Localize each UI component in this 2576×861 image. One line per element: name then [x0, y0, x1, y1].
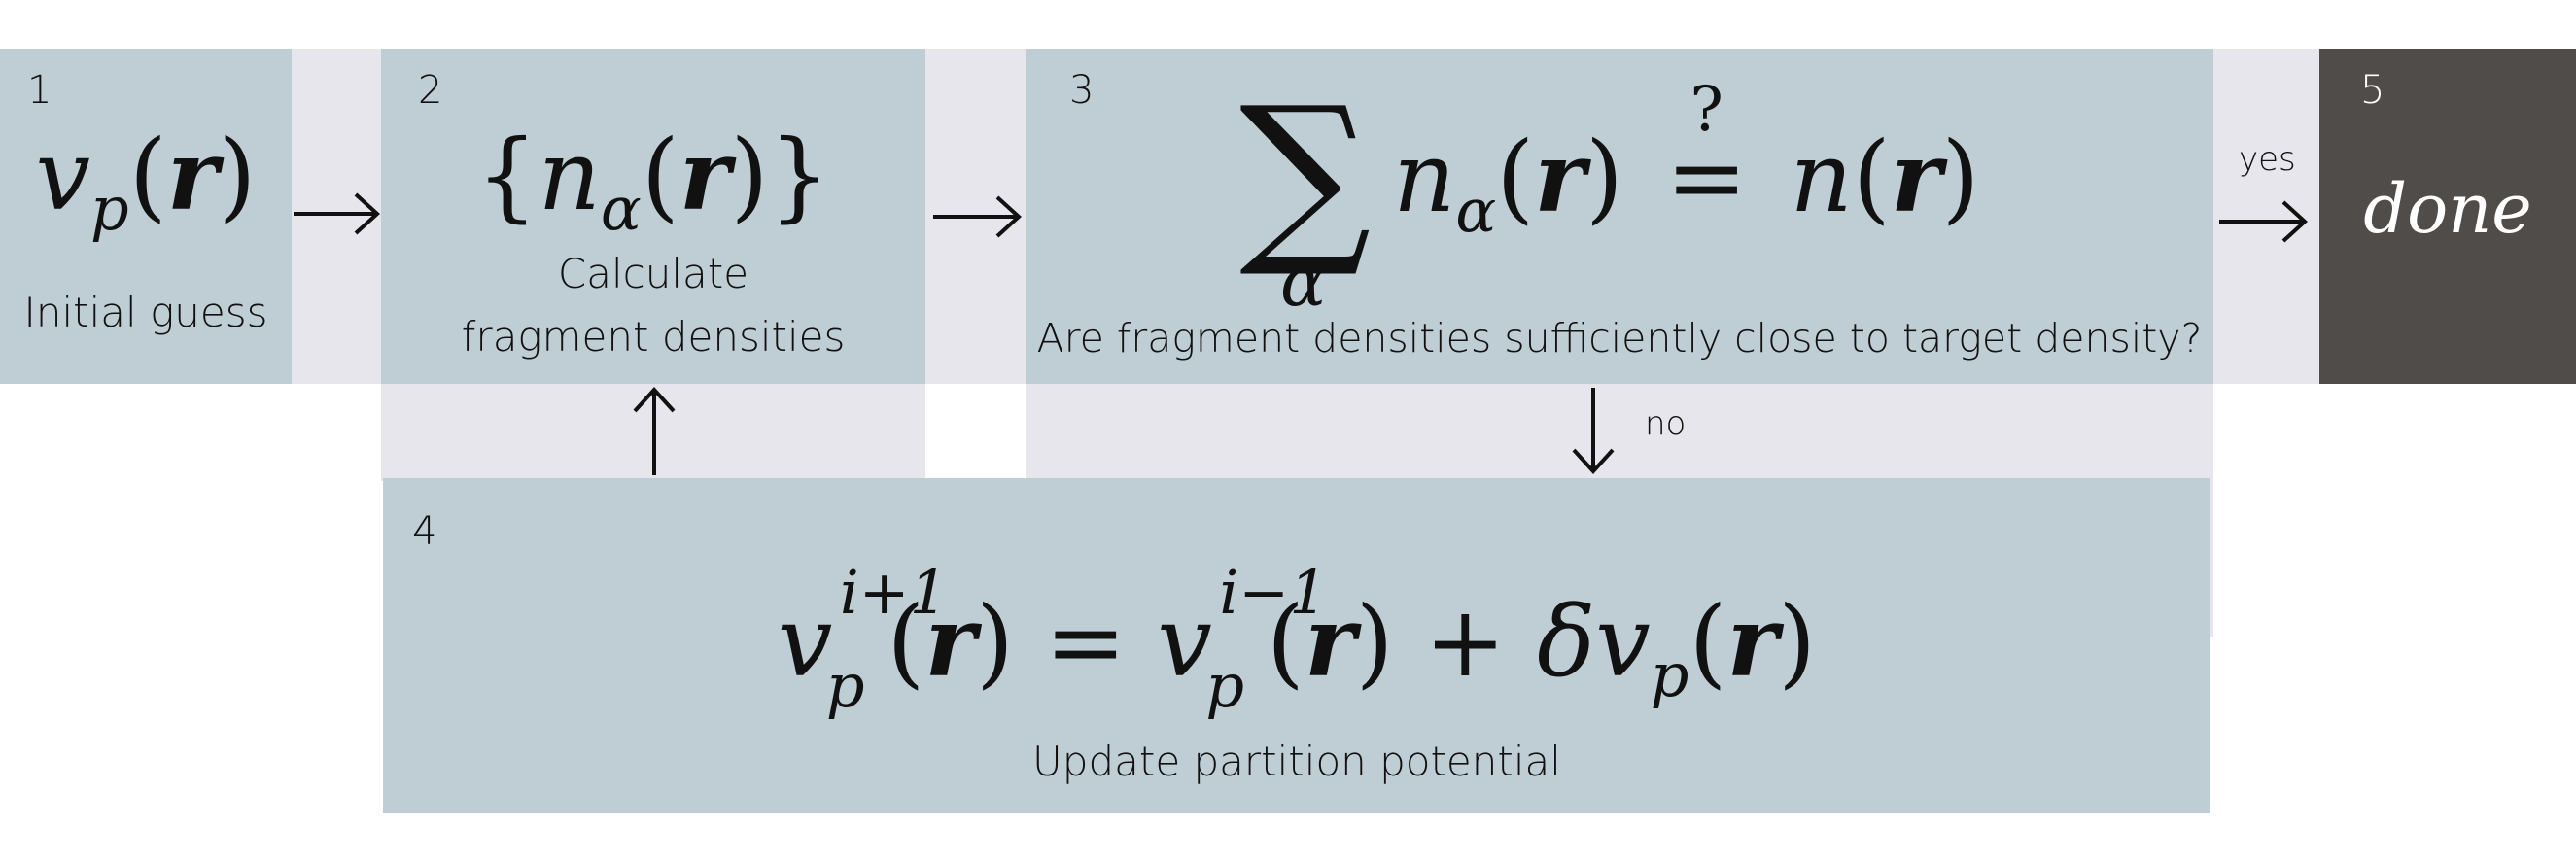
done-label: done — [2363, 169, 2532, 249]
edge-label-no: no — [1645, 404, 1687, 443]
formula-potential-update: v i+1 p (r) = v i−1 p (r) + δvp(r) — [777, 557, 1817, 721]
arrow-right-icon — [931, 192, 1023, 241]
summation-index: α — [1280, 242, 1327, 322]
formula-vp-r: vp(r) — [35, 118, 257, 244]
summation-sign: ∑ — [1239, 67, 1372, 282]
step-number: 1 — [27, 68, 52, 113]
step-caption: Update partition potential — [1032, 738, 1561, 785]
step-2-fragment-densities: 2 {nα(r)} Calculate fragment densities — [381, 49, 925, 384]
step-number: 2 — [418, 68, 443, 113]
arrow-right-icon — [2217, 197, 2309, 246]
arrow-down-icon — [1569, 386, 1618, 475]
step-caption-line-2: fragment densities — [461, 313, 846, 361]
step-caption-line-1: Calculate — [557, 250, 749, 297]
formula-density-match: nα(r) =? n(r) — [1393, 74, 1980, 246]
step-number: 5 — [2360, 68, 2385, 113]
step-5-done: 5 done — [2319, 49, 2576, 384]
step-caption: Are fragment densities sufficiently clos… — [1036, 315, 2203, 362]
arrow-up-icon — [630, 386, 679, 477]
step-number: 4 — [412, 509, 437, 554]
step-number: 3 — [1069, 68, 1095, 113]
edge-label-yes: yes — [2239, 140, 2296, 179]
step-4-update-potential: 4 v i+1 p (r) = v i−1 p (r) + δvp(r) Update … — [383, 478, 2210, 813]
question-mark: ? — [1689, 74, 1723, 146]
formula-n-alpha-set: {nα(r)} — [475, 118, 831, 244]
arrow-right-icon — [292, 189, 381, 238]
step-3-convergence-check: 3 ∑ α nα(r) =? n(r) Are fragment densiti… — [1026, 49, 2213, 384]
step-caption: Initial guess — [23, 289, 268, 336]
step-1-initial-guess: 1 vp(r) Initial guess — [0, 49, 292, 384]
